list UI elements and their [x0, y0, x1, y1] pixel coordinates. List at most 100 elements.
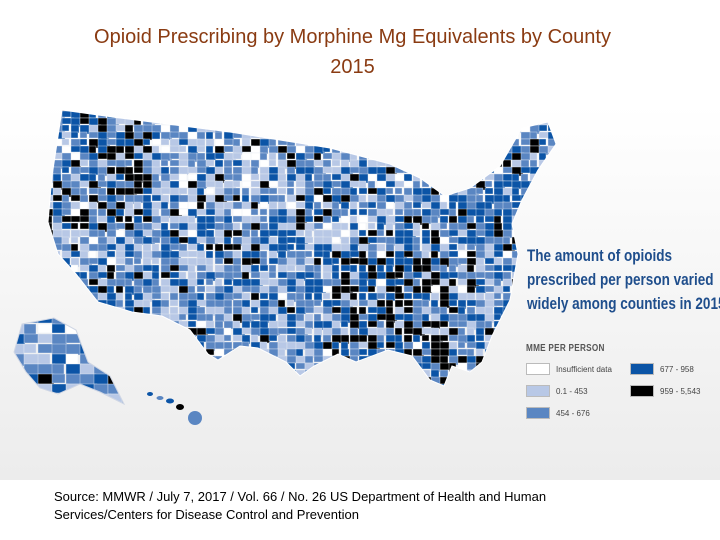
county-cell [133, 348, 143, 358]
county-cell [48, 264, 55, 272]
county-cell [529, 110, 542, 112]
county-cell [142, 159, 154, 168]
county-cell [520, 320, 529, 330]
county-cell [223, 173, 234, 181]
county-cell [124, 376, 136, 386]
county-cell [412, 145, 423, 156]
county-cell [23, 343, 37, 354]
county-cell [412, 124, 425, 135]
county-cell [232, 222, 241, 231]
county-cell [88, 278, 100, 286]
county-cell [268, 159, 277, 167]
county-cell [178, 159, 189, 167]
county-cell [403, 124, 413, 134]
county-cell [430, 292, 440, 302]
county-cell [493, 110, 503, 113]
county-cell [295, 376, 305, 386]
county-cell [304, 117, 313, 128]
county-cell [304, 341, 316, 350]
county-cell [142, 327, 152, 336]
county-cell [484, 355, 494, 365]
county-cell [223, 348, 234, 356]
county-cell [358, 187, 368, 195]
county-cell [115, 285, 124, 294]
county-cell [412, 341, 424, 350]
county-cell [48, 285, 55, 293]
county-cell [412, 159, 425, 167]
county-cell [538, 201, 549, 209]
county-cell [538, 320, 547, 331]
county-cell [178, 278, 189, 288]
county-cell [557, 209, 564, 217]
county-cell [529, 222, 541, 233]
county-cell [313, 110, 325, 111]
county-cell [331, 292, 343, 300]
county-cell [295, 383, 306, 386]
county-cell [23, 403, 40, 404]
county-cell [430, 313, 442, 322]
county-cell [241, 348, 254, 356]
county-cell [97, 320, 111, 329]
county-cell [466, 292, 476, 301]
county-cell [430, 110, 441, 119]
county-cell [48, 243, 55, 253]
legend-swatch [630, 385, 654, 397]
callout-line-2: prescribed per person varied [527, 271, 714, 289]
county-cell [367, 320, 379, 328]
county-cell [340, 124, 354, 132]
county-cell [439, 117, 453, 128]
county-cell [160, 313, 171, 324]
county-cell [14, 353, 27, 367]
county-cell [124, 362, 136, 372]
county-cell [322, 187, 332, 195]
county-cell [223, 243, 235, 251]
county-cell [124, 292, 133, 302]
county-cell [106, 110, 119, 111]
county-cell [52, 257, 64, 268]
county-cell [151, 341, 161, 350]
county-cell [511, 327, 520, 336]
county-cell [160, 320, 172, 330]
county-cell [376, 292, 386, 300]
county-cell [529, 376, 540, 385]
county-cell [484, 229, 495, 238]
county-cell [331, 236, 341, 244]
county-cell [394, 313, 405, 321]
county-cell [394, 369, 405, 379]
county-cell [547, 187, 556, 198]
county-cell [466, 327, 475, 337]
county-cell [79, 327, 90, 338]
county-cell [295, 110, 306, 121]
county-cell [430, 299, 439, 309]
county-cell [538, 215, 547, 224]
county-cell [547, 173, 556, 183]
county-cell [484, 117, 494, 127]
county-cell [295, 110, 304, 112]
county-cell [51, 373, 66, 384]
county-cell [430, 355, 441, 365]
county-cell [349, 327, 359, 337]
county-cell [439, 131, 453, 141]
county-cell [403, 292, 413, 300]
county-cell [349, 278, 360, 286]
county-cell [115, 355, 128, 366]
county-cell [296, 391, 306, 399]
county-cell [205, 362, 219, 371]
county-cell [277, 173, 287, 182]
county-cell [250, 369, 260, 377]
county-cell [232, 320, 241, 330]
county-cell [107, 318, 124, 327]
county-cell [268, 383, 279, 386]
county-cell [511, 299, 525, 307]
county-cell [458, 391, 469, 399]
county-cell [232, 250, 242, 259]
county-cell [404, 391, 412, 400]
county-cell [466, 376, 478, 384]
county-cell [250, 173, 260, 181]
county-cell [115, 376, 125, 385]
county-cell [277, 313, 289, 323]
county-cell [439, 180, 449, 188]
county-cell [376, 299, 386, 308]
county-cell [178, 362, 190, 370]
county-cell [322, 117, 332, 128]
